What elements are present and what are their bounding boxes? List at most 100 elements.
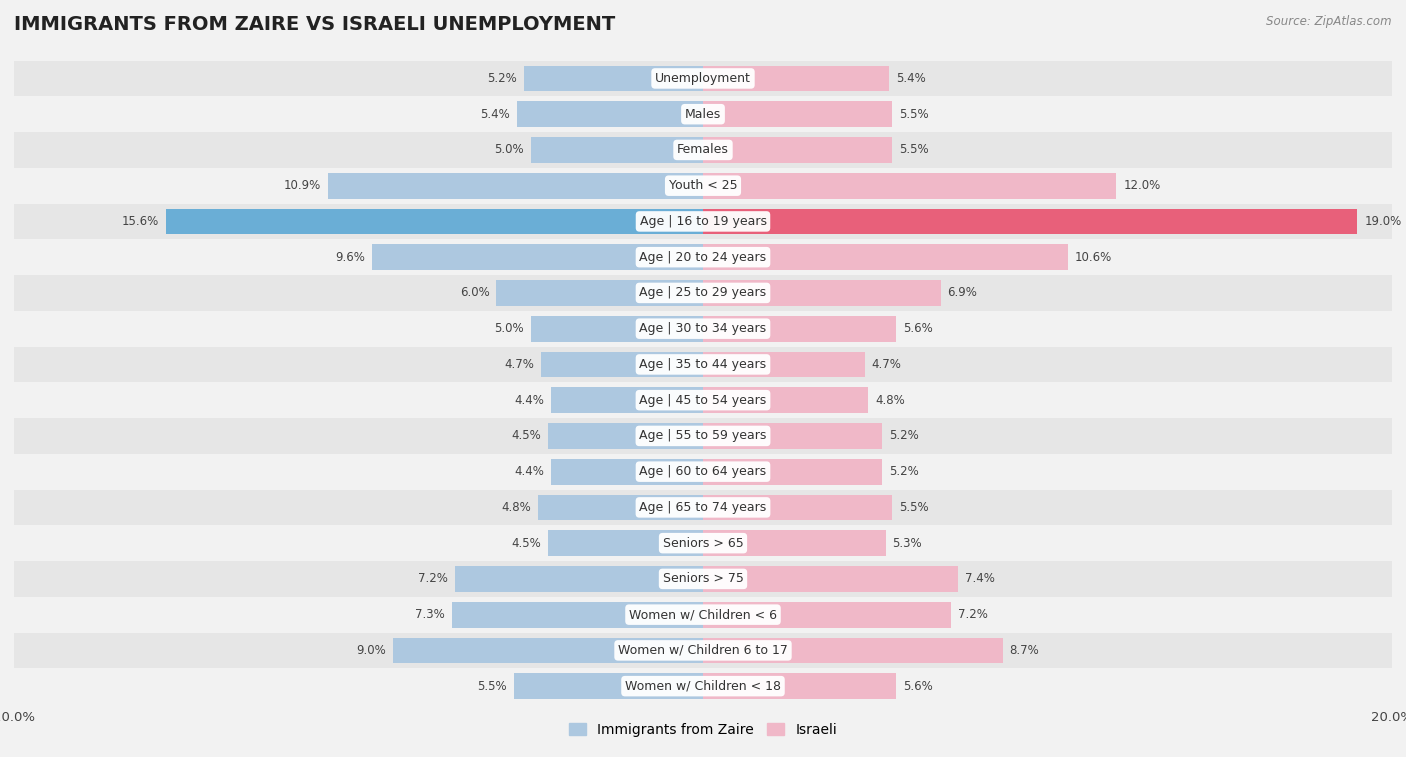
Bar (328, 173, 703, 198)
Text: 4.7%: 4.7% (872, 358, 901, 371)
Bar (703, 673, 896, 699)
Text: 6.0%: 6.0% (460, 286, 489, 300)
Text: Women w/ Children < 18: Women w/ Children < 18 (626, 680, 780, 693)
Text: Age | 16 to 19 years: Age | 16 to 19 years (640, 215, 766, 228)
Text: Age | 20 to 24 years: Age | 20 to 24 years (640, 251, 766, 263)
Text: Age | 55 to 59 years: Age | 55 to 59 years (640, 429, 766, 442)
Text: 5.6%: 5.6% (903, 680, 932, 693)
Text: Age | 60 to 64 years: Age | 60 to 64 years (640, 465, 766, 478)
Text: Males: Males (685, 107, 721, 120)
Text: 4.4%: 4.4% (515, 394, 544, 407)
Text: 10.6%: 10.6% (1076, 251, 1112, 263)
Bar (703, 208, 1358, 235)
Text: 4.5%: 4.5% (512, 537, 541, 550)
Text: 4.8%: 4.8% (501, 501, 531, 514)
Bar (14, 561, 1392, 597)
Bar (703, 423, 882, 449)
Bar (496, 280, 703, 306)
Bar (456, 566, 703, 592)
Bar (703, 245, 1069, 270)
Text: Women w/ Children 6 to 17: Women w/ Children 6 to 17 (619, 644, 787, 657)
Text: 9.0%: 9.0% (356, 644, 387, 657)
Bar (14, 275, 1392, 311)
Bar (703, 101, 893, 127)
Bar (14, 311, 1392, 347)
Bar (524, 66, 703, 92)
Bar (14, 132, 1392, 168)
Text: Women w/ Children < 6: Women w/ Children < 6 (628, 608, 778, 621)
Bar (373, 245, 703, 270)
Bar (14, 204, 1392, 239)
Bar (551, 459, 703, 484)
Text: 7.2%: 7.2% (957, 608, 988, 621)
Bar (703, 351, 865, 377)
Bar (531, 316, 703, 341)
Bar (14, 525, 1392, 561)
Bar (703, 459, 882, 484)
Bar (548, 423, 703, 449)
Bar (703, 602, 950, 628)
Text: 8.7%: 8.7% (1010, 644, 1039, 657)
Text: 5.2%: 5.2% (889, 465, 918, 478)
Bar (703, 280, 941, 306)
Bar (14, 61, 1392, 96)
Text: Seniors > 75: Seniors > 75 (662, 572, 744, 585)
Bar (517, 101, 703, 127)
Bar (392, 637, 703, 663)
Text: 5.0%: 5.0% (495, 322, 524, 335)
Text: 5.2%: 5.2% (488, 72, 517, 85)
Bar (14, 668, 1392, 704)
Text: 7.4%: 7.4% (965, 572, 994, 585)
Text: IMMIGRANTS FROM ZAIRE VS ISRAELI UNEMPLOYMENT: IMMIGRANTS FROM ZAIRE VS ISRAELI UNEMPLO… (14, 15, 616, 34)
Text: 5.5%: 5.5% (900, 143, 929, 157)
Text: Females: Females (678, 143, 728, 157)
Text: 4.4%: 4.4% (515, 465, 544, 478)
Bar (703, 531, 886, 556)
Bar (703, 66, 889, 92)
Bar (14, 168, 1392, 204)
Text: 5.2%: 5.2% (889, 429, 918, 442)
Bar (14, 96, 1392, 132)
Text: 4.8%: 4.8% (875, 394, 905, 407)
Bar (14, 239, 1392, 275)
Bar (14, 597, 1392, 633)
Bar (14, 453, 1392, 490)
Text: 9.6%: 9.6% (336, 251, 366, 263)
Bar (531, 137, 703, 163)
Text: 5.4%: 5.4% (481, 107, 510, 120)
Bar (703, 637, 1002, 663)
Text: 7.2%: 7.2% (418, 572, 449, 585)
Bar (703, 566, 957, 592)
Text: 5.5%: 5.5% (900, 501, 929, 514)
Text: 6.9%: 6.9% (948, 286, 977, 300)
Bar (14, 490, 1392, 525)
Text: 19.0%: 19.0% (1364, 215, 1402, 228)
Text: 5.5%: 5.5% (900, 107, 929, 120)
Text: 10.9%: 10.9% (284, 179, 321, 192)
Text: Age | 35 to 44 years: Age | 35 to 44 years (640, 358, 766, 371)
Text: 4.5%: 4.5% (512, 429, 541, 442)
Bar (703, 388, 869, 413)
Text: 15.6%: 15.6% (121, 215, 159, 228)
Text: Unemployment: Unemployment (655, 72, 751, 85)
Text: Age | 65 to 74 years: Age | 65 to 74 years (640, 501, 766, 514)
Text: 5.0%: 5.0% (495, 143, 524, 157)
Bar (541, 351, 703, 377)
Bar (548, 531, 703, 556)
Text: 5.5%: 5.5% (477, 680, 506, 693)
Bar (451, 602, 703, 628)
Bar (703, 494, 893, 520)
Text: 5.3%: 5.3% (893, 537, 922, 550)
Bar (537, 494, 703, 520)
Text: 5.6%: 5.6% (903, 322, 932, 335)
Bar (14, 382, 1392, 418)
Text: 5.4%: 5.4% (896, 72, 925, 85)
Bar (14, 418, 1392, 453)
Text: 12.0%: 12.0% (1123, 179, 1160, 192)
Legend: Immigrants from Zaire, Israeli: Immigrants from Zaire, Israeli (564, 717, 842, 742)
Text: Source: ZipAtlas.com: Source: ZipAtlas.com (1267, 15, 1392, 28)
Bar (551, 388, 703, 413)
Text: 4.7%: 4.7% (505, 358, 534, 371)
Bar (14, 347, 1392, 382)
Text: Age | 25 to 29 years: Age | 25 to 29 years (640, 286, 766, 300)
